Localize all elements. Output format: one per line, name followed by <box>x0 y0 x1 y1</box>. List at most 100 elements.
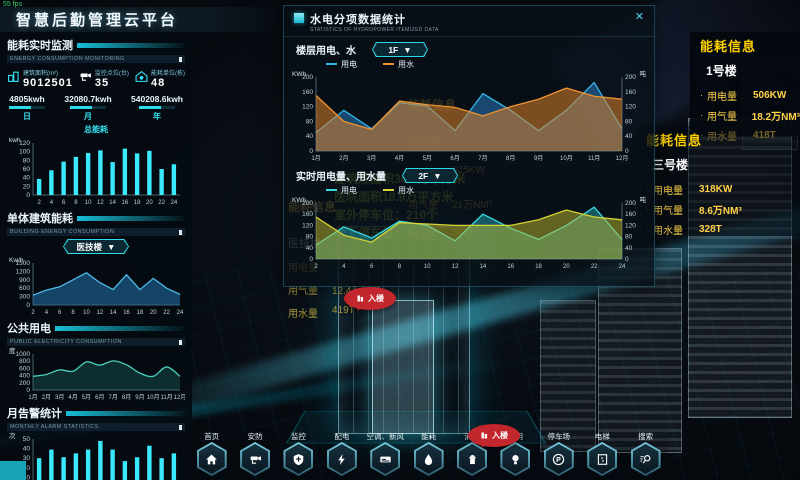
section-title: 单体建筑能耗 <box>7 213 73 225</box>
nav-hexagon[interactable] <box>370 442 401 476</box>
nav-item[interactable]: 停车场 P <box>537 428 580 480</box>
svg-text:22: 22 <box>591 264 598 270</box>
public-electricity-line-chart: 0 200 400 600 800 1000 1月 2月 3月 4月 5月 6月 7月 8月 9月 10月 11… <box>7 346 186 402</box>
svg-text:2月: 2月 <box>339 155 348 162</box>
realtime-usage-label: 实时用电量、用水量 <box>296 172 386 183</box>
ac-icon <box>380 456 391 462</box>
section-subtitle: BUILDING ENERGY CONSUMPTION <box>7 228 185 236</box>
nav-item[interactable]: 安防 <box>233 428 276 480</box>
building-select-dropdown[interactable]: 医技楼 ▼ <box>63 239 129 254</box>
svg-text:14: 14 <box>110 310 117 316</box>
water-swatch <box>383 62 394 66</box>
svg-text:50: 50 <box>23 436 31 443</box>
nav-item[interactable]: 监控 <box>277 428 320 480</box>
energy-total: 540208.6kwh 年 <box>131 94 183 122</box>
nav-hexagon[interactable] <box>587 442 618 476</box>
section-bar <box>77 42 185 48</box>
bulb-icon <box>512 454 519 464</box>
svg-text:2: 2 <box>314 264 318 270</box>
svg-text:600: 600 <box>19 365 30 372</box>
building-name: 三号楼 <box>652 158 689 172</box>
nav-hexagon[interactable]: P <box>543 442 574 476</box>
svg-text:60: 60 <box>23 166 31 173</box>
svg-text:14: 14 <box>480 264 487 270</box>
nav-item[interactable]: 能耗 <box>407 428 450 480</box>
svg-text:600: 600 <box>19 285 30 292</box>
svg-text:9月: 9月 <box>135 394 144 401</box>
svg-text:KWh: KWh <box>292 197 306 204</box>
building-icon <box>481 432 488 439</box>
svg-text:4: 4 <box>45 310 49 316</box>
enter-building-marker[interactable]: 入楼 <box>468 424 520 447</box>
svg-text:3月: 3月 <box>367 155 376 162</box>
nav-item[interactable]: 配电 <box>320 428 363 480</box>
total-energy-bar-chart: 0 20 40 60 80 100 120 2 4 6 8 10 12 14 16 18 20 22 24 kwh <box>7 135 185 207</box>
electricity-swatch <box>326 188 337 192</box>
svg-text:6: 6 <box>62 200 66 206</box>
building-energy-area-chart: 0 300 600 900 1200 1500 2 4 6 8 10 12 14 16 18 20 22 24 Kw… <box>7 255 185 317</box>
period-tab[interactable]: 日 <box>23 112 31 121</box>
period-tab[interactable]: 年 <box>153 112 161 121</box>
svg-text:800: 800 <box>19 358 30 365</box>
section-energy-monitoring: 能耗实时监测 <box>7 37 185 53</box>
chevron-down-icon: ▼ <box>107 241 116 252</box>
svg-text:40: 40 <box>306 245 314 252</box>
svg-text:8: 8 <box>71 310 75 316</box>
svg-text:0: 0 <box>625 148 629 155</box>
svg-text:10: 10 <box>83 310 90 316</box>
svg-text:24: 24 <box>177 310 184 316</box>
nav-hexagon[interactable] <box>326 442 357 476</box>
svg-text:12月: 12月 <box>174 394 185 401</box>
svg-text:24: 24 <box>619 264 626 270</box>
stat-value: 9012501 <box>23 77 73 89</box>
parking-icon: P <box>553 453 565 465</box>
electricity-swatch <box>326 62 337 66</box>
svg-text:200: 200 <box>19 380 30 387</box>
total-value: 540208.6kwh <box>131 94 183 104</box>
chevron-down-icon: ▼ <box>403 44 412 55</box>
svg-text:200: 200 <box>302 74 313 81</box>
svg-text:300: 300 <box>19 294 30 301</box>
search-icon <box>640 454 651 463</box>
svg-text:1000: 1000 <box>16 351 31 358</box>
svg-text:吨: 吨 <box>640 195 647 204</box>
nav-label: 搜索 <box>638 432 654 441</box>
svg-text:400: 400 <box>19 373 30 380</box>
water-swatch <box>383 188 394 192</box>
nav-label: 停车场 <box>547 432 571 441</box>
enter-building-marker[interactable]: 入楼 <box>344 287 396 310</box>
svg-text:120: 120 <box>302 104 313 111</box>
nav-item[interactable]: 搜索 <box>624 428 667 480</box>
svg-text:200: 200 <box>625 200 636 207</box>
corner-widget[interactable] <box>0 461 26 480</box>
svg-text:18: 18 <box>137 310 144 316</box>
nav-item[interactable]: 空调、新风 <box>364 428 407 480</box>
svg-text:22: 22 <box>158 200 165 206</box>
modal-title: 水电分项数据统计 <box>310 14 406 26</box>
realtime-usage-dual-area-chart: 0 0 40 40 80 80 120 120 160 160 200 200 2 4 6 8 10 12 14 16… <box>290 195 648 271</box>
nav-hexagon[interactable] <box>630 442 661 476</box>
floor-usage-label: 楼层用电、水 <box>296 46 356 57</box>
nav-hexagon[interactable] <box>413 442 444 476</box>
nav-hexagon[interactable] <box>500 442 531 476</box>
close-icon[interactable]: ✕ <box>634 11 644 23</box>
nav-item[interactable]: 电梯 <box>581 428 624 480</box>
floor-select-dropdown-1f[interactable]: 1F ▼ <box>372 42 428 57</box>
modal-header: 水电分项数据统计 STATISTICS OF HYDROPOWER ITEMIZ… <box>284 6 654 37</box>
total-value: 32080.7kwh <box>64 94 112 104</box>
svg-text:80: 80 <box>625 118 633 125</box>
nav-hexagon[interactable] <box>283 442 314 476</box>
svg-text:P: P <box>556 457 561 464</box>
svg-text:0: 0 <box>309 256 313 263</box>
nav-item[interactable]: 首页 <box>190 428 233 480</box>
hydrant-icon <box>468 454 476 464</box>
nav-hexagon[interactable] <box>240 442 271 476</box>
floor-select-dropdown-2f[interactable]: 2F ▼ <box>402 168 458 183</box>
svg-text:0: 0 <box>26 387 30 394</box>
period-tab[interactable]: 月 <box>84 112 92 121</box>
svg-text:12月: 12月 <box>616 155 629 162</box>
svg-text:5月: 5月 <box>423 155 432 162</box>
nav-hexagon[interactable] <box>196 442 227 476</box>
